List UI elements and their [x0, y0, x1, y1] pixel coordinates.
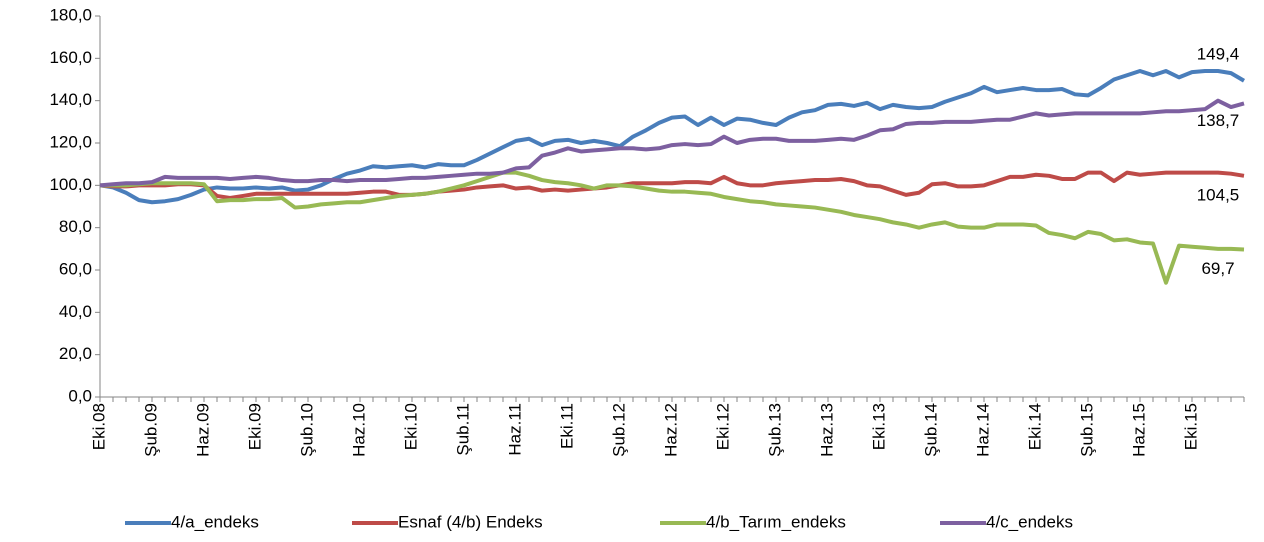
- x-tick-label: Haz.12: [661, 403, 680, 457]
- x-tick-label: Şub.11: [453, 403, 472, 456]
- series-line: [99, 170, 1245, 201]
- data-label: 138,7: [1197, 111, 1240, 130]
- x-tick-label: Haz.09: [193, 403, 212, 457]
- data-label: 149,4: [1197, 44, 1240, 63]
- y-tick-label: 160,0: [49, 48, 92, 67]
- series-line: [99, 69, 1246, 205]
- legend-label: 4/b_Tarım_endeks: [706, 512, 846, 531]
- y-tick-label: 40,0: [59, 302, 92, 321]
- y-tick-label: 120,0: [49, 132, 92, 151]
- legend-label: 4/c_endeks: [986, 512, 1073, 531]
- y-tick-label: 140,0: [49, 90, 92, 109]
- x-tick-label: Şub.13: [765, 403, 784, 457]
- x-tick-label: Şub.09: [141, 403, 160, 457]
- x-tick-label: Eki.08: [89, 403, 108, 450]
- data-label: 104,5: [1197, 185, 1240, 204]
- y-tick-label: 60,0: [59, 259, 92, 278]
- y-tick-label: 80,0: [59, 217, 92, 236]
- x-tick-label: Eki.10: [401, 403, 420, 450]
- x-tick-label: Şub.14: [921, 403, 940, 457]
- y-tick-label: 0,0: [68, 386, 92, 405]
- x-tick-label: Haz.11: [505, 403, 524, 456]
- y-tick-label: 180,0: [49, 5, 92, 24]
- x-tick-label: Eki.13: [869, 403, 888, 450]
- x-tick-label: Şub.10: [297, 403, 316, 457]
- legend-label: 4/a_endeks: [171, 512, 259, 531]
- x-tick-label: Eki.09: [245, 403, 264, 450]
- x-tick-label: Haz.15: [1129, 403, 1148, 457]
- series-line: [99, 98, 1245, 188]
- x-tick-label: Eki.11: [557, 403, 576, 449]
- y-tick-label: 100,0: [49, 175, 92, 194]
- x-tick-label: Haz.10: [349, 403, 368, 457]
- y-tick-label: 20,0: [59, 344, 92, 363]
- series-line: [100, 170, 1245, 285]
- x-tick-label: Haz.14: [973, 403, 992, 457]
- x-tick-label: Haz.13: [817, 403, 836, 457]
- x-tick-label: Eki.12: [713, 403, 732, 450]
- data-label: 69,7: [1201, 259, 1234, 278]
- x-tick-label: Eki.14: [1025, 403, 1044, 450]
- x-tick-label: Şub.12: [609, 403, 628, 457]
- legend-label: Esnaf (4/b) Endeks: [398, 512, 543, 531]
- x-tick-label: Eki.15: [1181, 403, 1200, 450]
- x-tick-label: Şub.15: [1077, 403, 1096, 457]
